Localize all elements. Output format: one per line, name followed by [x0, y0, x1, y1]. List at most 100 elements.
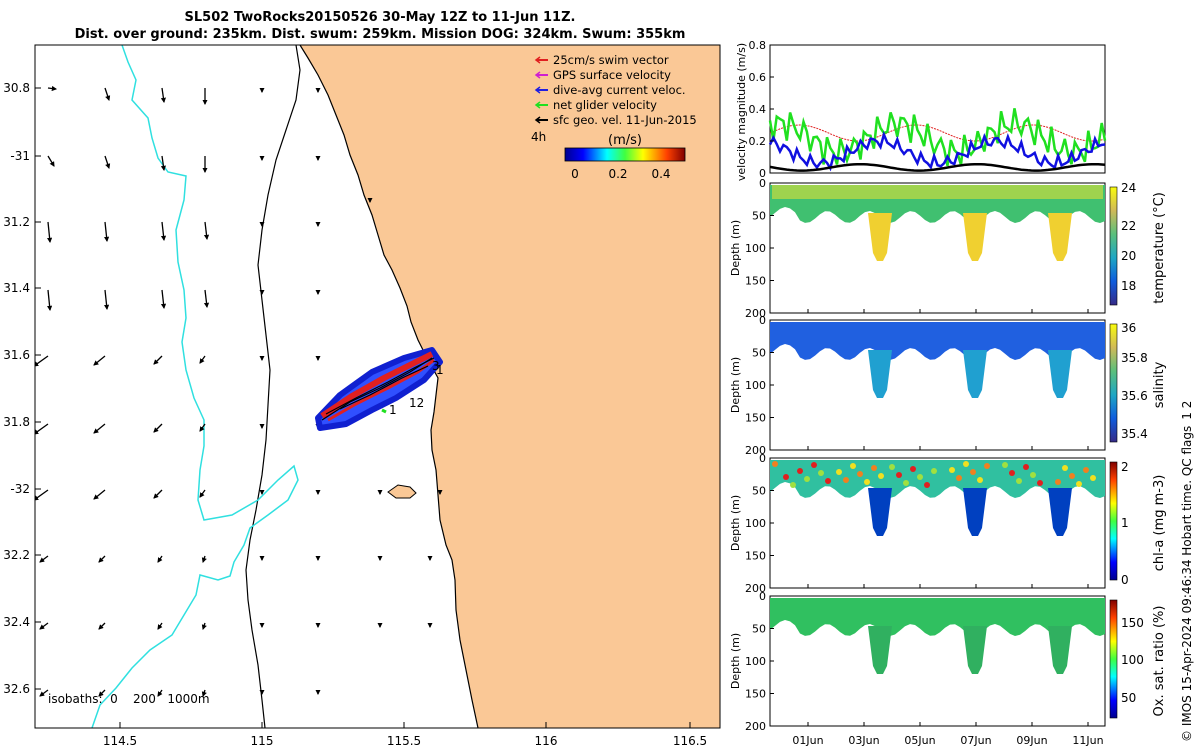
speed-colorbar: 4h (m/s) 0 0.2 0.4: [531, 130, 686, 181]
salinity-colorbar-tick: 35.8: [1121, 351, 1148, 365]
isobaths-label: isobaths: 0 200 1000m: [48, 692, 210, 706]
velocity-arrow: [201, 622, 207, 630]
velocity-arrow: [35, 489, 49, 501]
track-label: 1: [389, 403, 397, 417]
map-x-tick-label: 114.5: [103, 734, 137, 748]
velocity-arrow: [203, 289, 210, 309]
chla-sample: [843, 477, 849, 483]
title-line-1: SL502 TwoRocks20150526 30-May 12Z to 11-…: [184, 10, 576, 25]
depth-tick-label: 200: [745, 720, 766, 733]
chla-surface-layer: [770, 460, 1105, 498]
temperature-dive-profile: [1048, 213, 1072, 261]
oxygen-colorbar-tick: 150: [1121, 616, 1144, 630]
chla-sample: [984, 463, 990, 469]
time-tick-label: 11Jun: [1072, 734, 1103, 747]
legend-label: net glider velocity: [553, 98, 657, 112]
velocity-arrow: [157, 555, 163, 563]
temperature-colorbar: [1109, 186, 1118, 306]
oxygen-dive-profile: [1048, 626, 1072, 674]
chla-sample: [1037, 480, 1043, 486]
depth-tick-label: 100: [745, 655, 766, 668]
chla-sample: [871, 465, 877, 471]
salinity-panel: 0 50 100 150 200 Depth (m) 36 35.8 35.6 35.4 salin…: [729, 314, 1167, 457]
velocity-arrow: [35, 355, 49, 367]
isobath-200m: [245, 45, 301, 728]
velocity-arrow: [160, 221, 167, 242]
temperature-dive-profile: [868, 213, 892, 261]
isobath-1000m: [91, 45, 299, 728]
surface-geo-speed-series: [769, 162, 1106, 172]
velocity-arrow: [103, 289, 110, 311]
depth-tick-label: 200: [745, 582, 766, 595]
map-y-tick-label: -31: [10, 149, 30, 163]
depth-tick-label: 200: [745, 444, 766, 457]
map-y-tick-label: 32.2: [3, 548, 30, 562]
velocity-arrow: [39, 622, 49, 630]
chla-sample: [836, 469, 842, 475]
velocity-arrow: [98, 622, 106, 630]
chla-sample: [797, 468, 803, 474]
track-label: 12: [409, 396, 424, 410]
temperature-label: temperature (°C): [1152, 192, 1167, 304]
net-velocity-mark: [381, 408, 387, 414]
swim-vectors: [320, 351, 434, 419]
chla-sample: [857, 471, 863, 477]
colorbar-tick: 0.4: [651, 167, 670, 181]
depth-tick-label: 50: [752, 485, 766, 498]
velocity-arrow: [104, 155, 111, 169]
legend-arrowhead: [534, 56, 541, 64]
velocity-arrow: [199, 423, 206, 432]
map-x-tick-label: 115.5: [387, 734, 421, 748]
track-label: 1: [436, 363, 444, 377]
depth-tick-label: 150: [745, 275, 766, 288]
depth-tick-label: 0: [759, 177, 766, 190]
velocity-arrow: [199, 355, 206, 364]
velocity-arrow: [104, 87, 111, 101]
velocity-panel: 0 0.2 0.4 0.6 0.8 velocity magnitude (m/s): [735, 39, 1107, 181]
velocity-y-tick-label: 0.8: [749, 39, 767, 52]
chla-dive-profile: [1048, 488, 1072, 536]
map-y-axis: 30.8 -31 31.2 31.4 31.6 31.8 -32 32.2 32.4 32.6: [3, 81, 41, 696]
chla-sample: [1023, 464, 1029, 470]
map-y-tick-label: 31.6: [3, 348, 30, 362]
title-line-2: Dist. over ground: 235km. Dist. swum: 25…: [74, 27, 686, 42]
chla-sample: [977, 477, 983, 483]
depth-axis-label: Depth (m): [729, 633, 742, 689]
colorbar-tick: 0.2: [608, 167, 627, 181]
velocity-arrow: [46, 221, 53, 244]
legend-arrowhead: [534, 116, 541, 124]
chla-sample: [850, 463, 856, 469]
salinity-colorbar-tick: 35.4: [1121, 427, 1148, 441]
chla-sample: [783, 474, 789, 480]
velocity-arrow: [199, 489, 206, 498]
salinity-colorbar-tick: 35.6: [1121, 389, 1148, 403]
chla-sample: [896, 472, 902, 478]
velocity-frame: [769, 44, 1106, 174]
velocity-arrow: [153, 355, 163, 365]
time-tick-label: 07Jun: [960, 734, 991, 747]
salinity-dive-profile: [963, 350, 987, 398]
chla-sample: [772, 461, 778, 467]
velocity-y-axis: 0 0.2 0.4 0.6 0.8: [749, 39, 774, 180]
velocity-y-tick-label: 0.2: [749, 135, 767, 148]
chla-sample: [1090, 475, 1096, 481]
velocity-arrow: [47, 85, 58, 92]
depth-tick-label: 50: [752, 347, 766, 360]
qc-flags: 1 2: [1180, 400, 1194, 420]
map-y-tick-label: 32.6: [3, 682, 30, 696]
velocity-arrow: [157, 622, 163, 630]
depth-axis-label: Depth (m): [729, 357, 742, 413]
map-y-tick-label: 30.8: [3, 81, 30, 95]
track-line: [321, 357, 433, 421]
colorbar-units: (m/s): [608, 133, 642, 148]
velocity-arrow: [39, 555, 49, 563]
depth-axis-label: Depth (m): [729, 495, 742, 551]
chla-sample: [917, 474, 923, 480]
map-y-tick-label: 31.8: [3, 415, 30, 429]
temperature-colorbar-tick: 24: [1121, 181, 1136, 195]
chla-sample: [804, 476, 810, 482]
